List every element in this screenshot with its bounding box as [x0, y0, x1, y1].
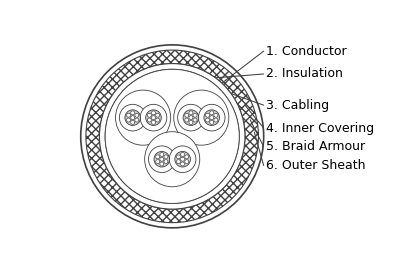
Circle shape: [147, 113, 151, 117]
Circle shape: [177, 160, 180, 164]
Circle shape: [177, 104, 204, 131]
Circle shape: [151, 111, 155, 115]
Circle shape: [189, 120, 193, 124]
Circle shape: [140, 104, 167, 131]
Circle shape: [177, 155, 180, 159]
Circle shape: [105, 69, 239, 203]
Circle shape: [99, 63, 245, 209]
Circle shape: [127, 113, 131, 117]
Circle shape: [185, 118, 189, 122]
Circle shape: [160, 153, 164, 156]
Circle shape: [181, 157, 185, 161]
Circle shape: [185, 113, 189, 117]
Circle shape: [189, 111, 193, 115]
Circle shape: [206, 113, 210, 117]
Circle shape: [214, 118, 218, 122]
Circle shape: [135, 113, 139, 117]
Circle shape: [156, 160, 160, 164]
Circle shape: [183, 110, 199, 126]
Circle shape: [156, 155, 160, 159]
Circle shape: [154, 151, 170, 167]
Circle shape: [127, 118, 131, 122]
Circle shape: [185, 155, 189, 159]
Circle shape: [210, 111, 214, 115]
Circle shape: [193, 118, 197, 122]
Circle shape: [189, 116, 193, 120]
Circle shape: [193, 113, 197, 117]
Circle shape: [185, 160, 189, 164]
Circle shape: [135, 118, 139, 122]
Circle shape: [155, 118, 160, 122]
Circle shape: [144, 132, 200, 187]
Text: 4. Inner Covering: 4. Inner Covering: [266, 122, 374, 134]
Circle shape: [116, 90, 171, 145]
Circle shape: [81, 45, 264, 228]
Text: 3. Cabling: 3. Cabling: [266, 99, 329, 112]
Circle shape: [131, 116, 135, 120]
Circle shape: [151, 116, 155, 120]
Circle shape: [204, 110, 219, 126]
Circle shape: [214, 113, 218, 117]
Circle shape: [125, 110, 140, 126]
Text: 6. Outer Sheath: 6. Outer Sheath: [266, 159, 365, 172]
Circle shape: [147, 118, 151, 122]
Circle shape: [169, 146, 196, 173]
Circle shape: [105, 69, 239, 203]
Circle shape: [174, 90, 229, 145]
Circle shape: [210, 120, 214, 124]
Circle shape: [151, 120, 155, 124]
Text: 2. Insulation: 2. Insulation: [266, 68, 343, 80]
Circle shape: [175, 151, 190, 167]
Circle shape: [198, 104, 225, 131]
Circle shape: [164, 160, 168, 164]
Circle shape: [155, 113, 160, 117]
Circle shape: [181, 162, 185, 166]
Circle shape: [131, 111, 135, 115]
Circle shape: [131, 120, 135, 124]
Circle shape: [119, 104, 146, 131]
Circle shape: [181, 153, 185, 156]
Text: 5. Braid Armour: 5. Braid Armour: [266, 140, 365, 153]
Circle shape: [206, 118, 210, 122]
Circle shape: [164, 155, 168, 159]
Text: 1. Conductor: 1. Conductor: [266, 45, 346, 58]
Circle shape: [146, 110, 161, 126]
Circle shape: [210, 116, 214, 120]
Circle shape: [149, 146, 175, 173]
Circle shape: [160, 157, 164, 161]
Circle shape: [99, 63, 245, 209]
Circle shape: [160, 162, 164, 166]
